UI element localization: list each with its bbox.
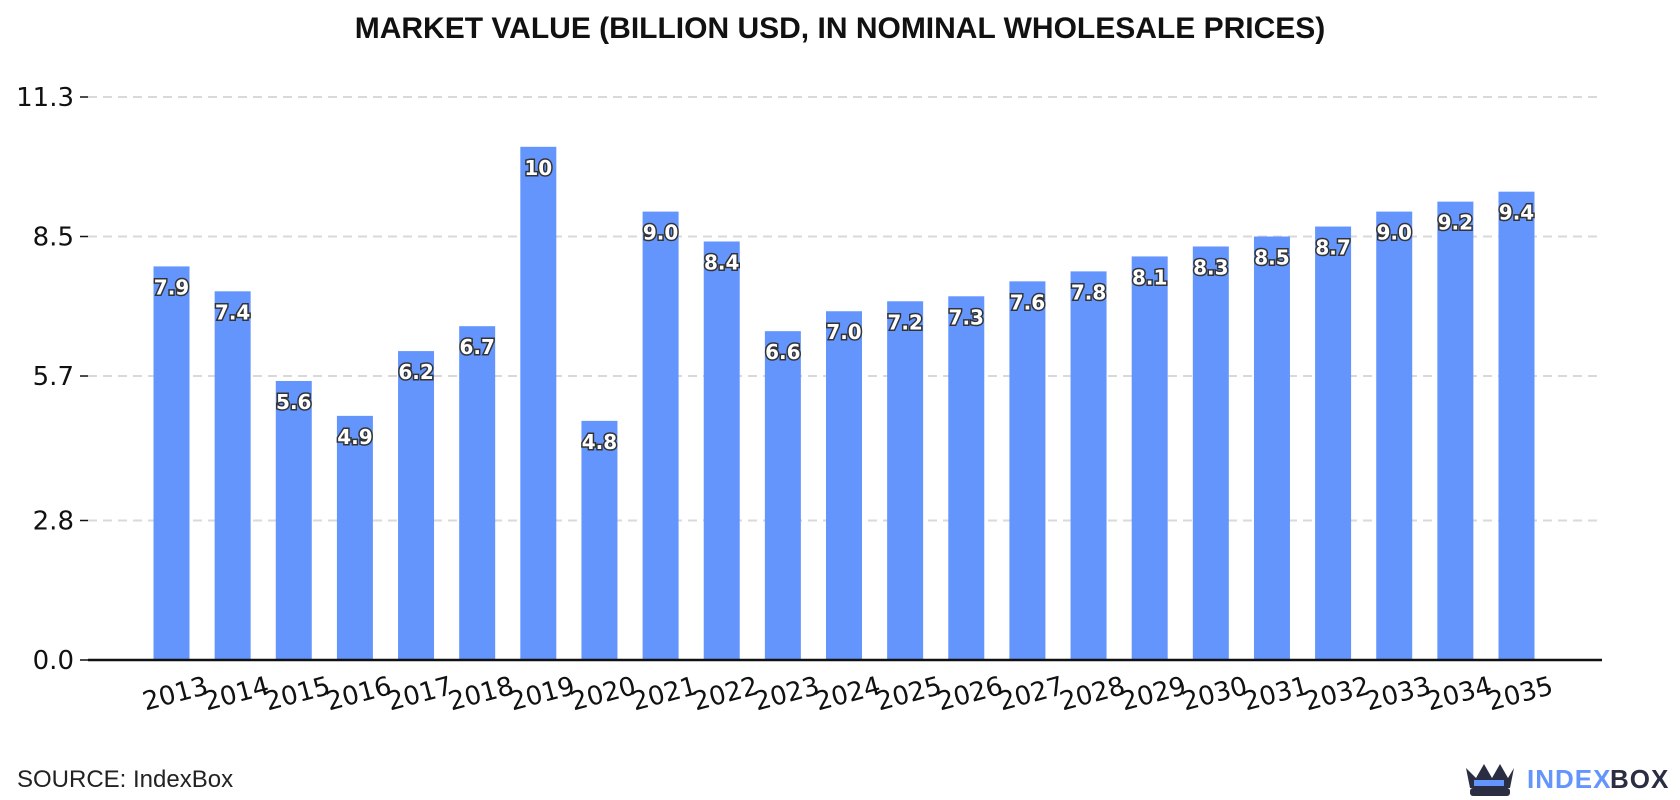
x-tick-label-2023: 2023	[751, 671, 823, 717]
crown-logo-icon	[1466, 764, 1514, 796]
y-tick-label-2: 5.7	[33, 362, 74, 392]
data-label-2033: 9.0	[1377, 221, 1412, 245]
data-label-2028: 7.8	[1071, 280, 1106, 304]
data-label-2015: 5.6	[276, 390, 311, 414]
bar-2030	[1192, 246, 1229, 660]
bars	[153, 146, 1535, 661]
x-tick-label-2018: 2018	[445, 671, 517, 717]
source-note: SOURCE: IndexBox	[17, 766, 234, 793]
bar-2017	[398, 351, 435, 660]
bar-2014	[214, 291, 251, 660]
x-tick-label-2029: 2029	[1118, 671, 1190, 717]
x-tick-label-2034: 2034	[1423, 671, 1495, 717]
data-label-2030: 8.3	[1193, 255, 1228, 279]
bar-2024	[826, 311, 862, 660]
data-label-2026: 7.3	[949, 305, 984, 329]
chart-title: MARKET VALUE (BILLION USD, IN NOMINAL WH…	[354, 12, 1326, 45]
bar-2033	[1376, 211, 1413, 660]
logo-text-index: INDEX	[1527, 764, 1612, 794]
x-tick-label-2024: 2024	[812, 671, 884, 717]
data-label-2016: 4.9	[337, 425, 372, 449]
x-tick-label-2020: 2020	[568, 671, 640, 717]
bar-2026	[948, 296, 985, 660]
bar-2034	[1437, 201, 1474, 661]
x-tick-label-2015: 2015	[262, 671, 334, 717]
x-tick-label-2033: 2033	[1362, 671, 1434, 717]
bar-2021	[642, 211, 679, 660]
indexbox-logo[interactable]: INDEX BOX	[1462, 758, 1672, 798]
x-tick-label-2025: 2025	[873, 671, 945, 717]
x-tick-label-2019: 2019	[506, 671, 578, 717]
bar-2027	[1009, 281, 1046, 660]
bar-2029	[1131, 256, 1168, 660]
data-label-2023: 6.6	[765, 340, 800, 364]
data-label-2025: 7.2	[887, 310, 922, 334]
logo-text-box: BOX	[1610, 764, 1670, 794]
x-tick-label-2031: 2031	[1240, 671, 1312, 717]
axes	[80, 96, 1602, 662]
data-label-2017: 6.2	[398, 360, 433, 384]
x-tick-label-2017: 2017	[384, 671, 456, 717]
data-label-2032: 8.7	[1315, 236, 1350, 260]
bar-2019	[520, 146, 557, 661]
data-label-2020: 4.8	[582, 430, 617, 454]
bar-2028	[1070, 271, 1107, 660]
x-tick-label-2021: 2021	[629, 671, 701, 717]
bar-2013	[153, 266, 190, 660]
x-tick-label-2027: 2027	[995, 671, 1067, 717]
bar-2022	[703, 241, 740, 660]
x-tick-label-2022: 2022	[690, 671, 762, 717]
data-label-2021: 9.0	[643, 221, 678, 245]
data-label-2035: 9.4	[1499, 201, 1534, 225]
x-tick-label-2026: 2026	[934, 671, 1006, 717]
data-label-2027: 7.6	[1010, 290, 1045, 314]
bar-2016	[336, 415, 373, 660]
bar-2020	[581, 420, 618, 660]
x-tick-label-2014: 2014	[201, 671, 273, 717]
data-label-2024: 7.0	[826, 320, 861, 344]
data-label-2019: 10	[524, 156, 552, 180]
bar-2032	[1315, 226, 1352, 660]
x-tick-label-2013: 2013	[140, 671, 212, 717]
y-tick-label-1: 2.8	[33, 506, 74, 536]
x-tick-label-2028: 2028	[1057, 671, 1129, 717]
bar-2031	[1253, 236, 1290, 660]
data-label-2034: 9.2	[1438, 211, 1473, 235]
data-label-2022: 8.4	[704, 250, 739, 274]
y-tick-label-0: 0.0	[33, 646, 74, 676]
bar-2018	[459, 326, 496, 660]
x-tick-label-2032: 2032	[1301, 671, 1373, 717]
x-tick-label-2030: 2030	[1179, 671, 1251, 717]
x-tick-label-2035: 2035	[1485, 671, 1557, 717]
data-label-2031: 8.5	[1254, 246, 1289, 270]
data-label-2018: 6.7	[459, 335, 494, 359]
bar-2023	[764, 331, 801, 660]
bar-chart: 0.0 2.8 5.7 8.5 11.3 7.9 2013 7.4 2014 5.6 2015 4.9…	[16, 83, 1602, 717]
y-tick-label-4: 11.3	[16, 83, 74, 113]
data-label-2013: 7.9	[154, 275, 189, 299]
bar-2025	[887, 301, 924, 660]
bar-2015	[275, 380, 312, 660]
bar-2035	[1498, 191, 1535, 661]
data-label-2029: 8.1	[1132, 265, 1167, 289]
data-label-2014: 7.4	[215, 300, 250, 324]
y-tick-label-3: 8.5	[33, 223, 74, 253]
x-tick-label-2016: 2016	[323, 671, 395, 717]
